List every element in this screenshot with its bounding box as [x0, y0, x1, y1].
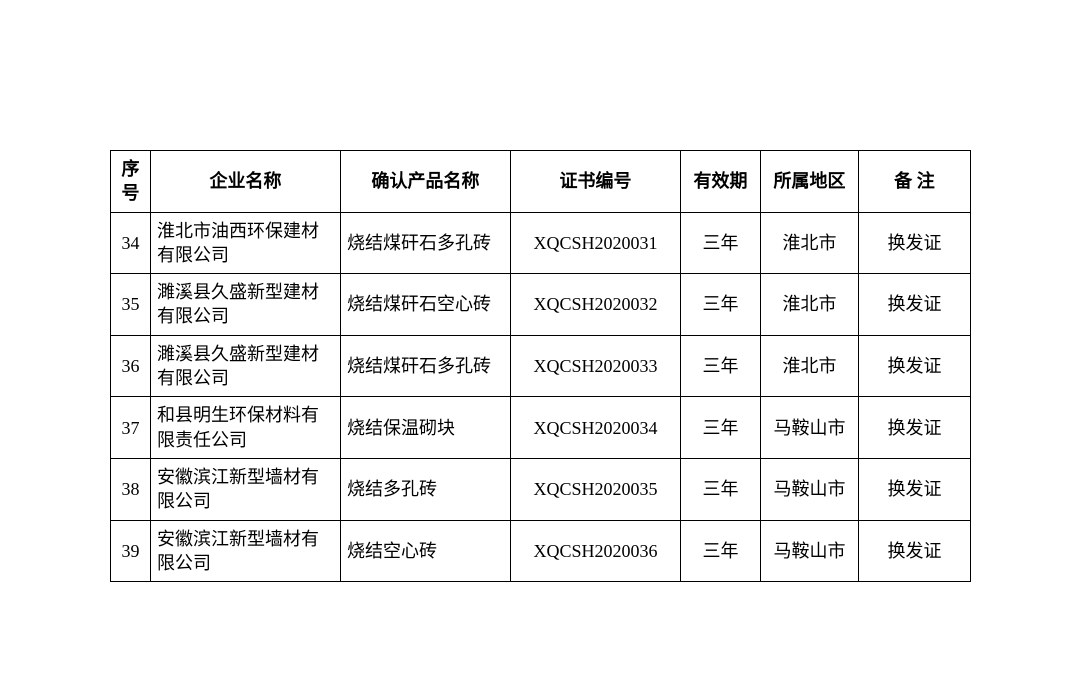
header-seq: 序号	[111, 151, 151, 213]
cell-seq: 37	[111, 397, 151, 459]
cell-cert: XQCSH2020032	[511, 274, 681, 336]
header-valid: 有效期	[681, 151, 761, 213]
cell-region: 马鞍山市	[761, 397, 859, 459]
cell-region: 淮北市	[761, 212, 859, 274]
table-header-row: 序号 企业名称 确认产品名称 证书编号 有效期 所属地区 备 注	[111, 151, 971, 213]
table-container: 序号 企业名称 确认产品名称 证书编号 有效期 所属地区 备 注 34淮北市油西…	[110, 150, 970, 582]
cell-remark: 换发证	[859, 458, 971, 520]
cell-product: 烧结煤矸石多孔砖	[341, 335, 511, 397]
header-remark: 备 注	[859, 151, 971, 213]
cell-valid: 三年	[681, 274, 761, 336]
cell-seq: 34	[111, 212, 151, 274]
cell-remark: 换发证	[859, 274, 971, 336]
cell-company: 安徽滨江新型墙材有限公司	[151, 458, 341, 520]
table-row: 36濉溪县久盛新型建材有限公司烧结煤矸石多孔砖XQCSH2020033三年淮北市…	[111, 335, 971, 397]
cell-seq: 35	[111, 274, 151, 336]
cell-product: 烧结多孔砖	[341, 458, 511, 520]
cell-product: 烧结煤矸石多孔砖	[341, 212, 511, 274]
cell-valid: 三年	[681, 458, 761, 520]
cell-valid: 三年	[681, 212, 761, 274]
cell-valid: 三年	[681, 397, 761, 459]
cell-cert: XQCSH2020031	[511, 212, 681, 274]
cell-region: 马鞍山市	[761, 520, 859, 582]
cell-company: 濉溪县久盛新型建材有限公司	[151, 335, 341, 397]
cell-product: 烧结保温砌块	[341, 397, 511, 459]
cell-remark: 换发证	[859, 520, 971, 582]
cell-cert: XQCSH2020034	[511, 397, 681, 459]
cell-product: 烧结空心砖	[341, 520, 511, 582]
cell-valid: 三年	[681, 335, 761, 397]
cell-seq: 36	[111, 335, 151, 397]
table-row: 35濉溪县久盛新型建材有限公司烧结煤矸石空心砖XQCSH2020032三年淮北市…	[111, 274, 971, 336]
header-company: 企业名称	[151, 151, 341, 213]
cell-region: 淮北市	[761, 274, 859, 336]
cell-valid: 三年	[681, 520, 761, 582]
cell-cert: XQCSH2020033	[511, 335, 681, 397]
cell-cert: XQCSH2020035	[511, 458, 681, 520]
header-product: 确认产品名称	[341, 151, 511, 213]
header-region: 所属地区	[761, 151, 859, 213]
cell-remark: 换发证	[859, 212, 971, 274]
cell-region: 马鞍山市	[761, 458, 859, 520]
cell-cert: XQCSH2020036	[511, 520, 681, 582]
cell-company: 淮北市油西环保建材有限公司	[151, 212, 341, 274]
cell-product: 烧结煤矸石空心砖	[341, 274, 511, 336]
data-table: 序号 企业名称 确认产品名称 证书编号 有效期 所属地区 备 注 34淮北市油西…	[110, 150, 971, 582]
cell-company: 和县明生环保材料有限责任公司	[151, 397, 341, 459]
cell-company: 安徽滨江新型墙材有限公司	[151, 520, 341, 582]
cell-company: 濉溪县久盛新型建材有限公司	[151, 274, 341, 336]
cell-seq: 39	[111, 520, 151, 582]
cell-seq: 38	[111, 458, 151, 520]
cell-remark: 换发证	[859, 335, 971, 397]
table-row: 38安徽滨江新型墙材有限公司烧结多孔砖XQCSH2020035三年马鞍山市换发证	[111, 458, 971, 520]
table-body: 34淮北市油西环保建材有限公司烧结煤矸石多孔砖XQCSH2020031三年淮北市…	[111, 212, 971, 582]
table-row: 37和县明生环保材料有限责任公司烧结保温砌块XQCSH2020034三年马鞍山市…	[111, 397, 971, 459]
cell-remark: 换发证	[859, 397, 971, 459]
table-row: 39安徽滨江新型墙材有限公司烧结空心砖XQCSH2020036三年马鞍山市换发证	[111, 520, 971, 582]
table-row: 34淮北市油西环保建材有限公司烧结煤矸石多孔砖XQCSH2020031三年淮北市…	[111, 212, 971, 274]
header-cert: 证书编号	[511, 151, 681, 213]
cell-region: 淮北市	[761, 335, 859, 397]
